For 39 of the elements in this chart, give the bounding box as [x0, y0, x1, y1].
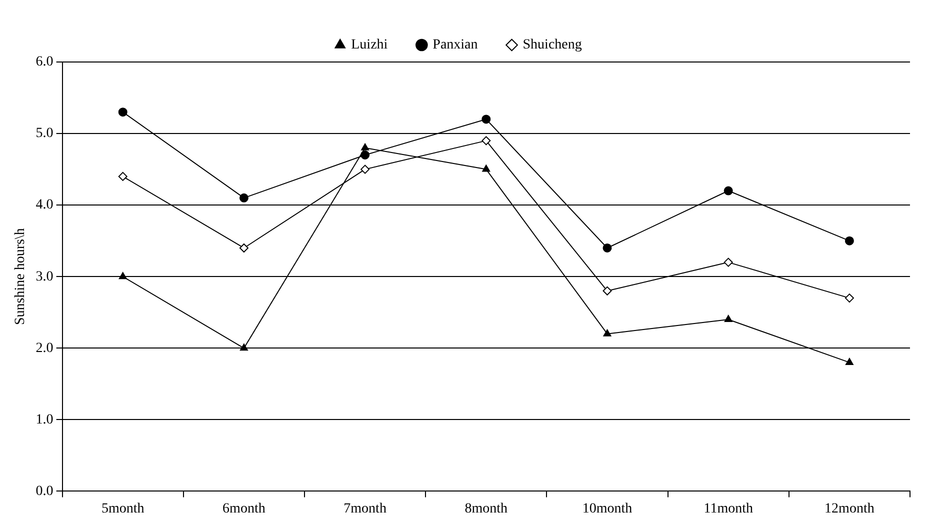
point	[724, 258, 733, 267]
point	[482, 164, 490, 172]
point	[844, 236, 854, 246]
point	[845, 358, 854, 365]
x-tick-label: 5month	[101, 501, 144, 516]
y-tick-label: 6.0	[36, 54, 54, 70]
point	[239, 243, 248, 252]
x-tick-label: 12month	[824, 501, 874, 516]
point	[361, 143, 370, 150]
point	[603, 329, 612, 336]
point	[844, 294, 854, 303]
point	[360, 164, 370, 174]
y-tick-label: 4.0	[36, 198, 54, 213]
point	[118, 108, 128, 117]
y-tick-label: 3.0	[36, 269, 54, 284]
point	[724, 186, 733, 196]
x-tick-label: 6month	[222, 501, 266, 516]
point	[602, 286, 612, 296]
point	[360, 150, 370, 160]
point	[482, 114, 491, 124]
x-tick-label: 10month	[582, 501, 632, 516]
point	[240, 344, 248, 351]
y-tick-label: 2.0	[36, 340, 54, 356]
point	[239, 193, 248, 202]
point	[724, 315, 732, 322]
y-tick-label: 1.0	[36, 412, 54, 428]
point	[482, 136, 491, 146]
x-tick-label: 7month	[344, 501, 386, 516]
legend-label: Panxian	[432, 38, 478, 53]
legend-label: Luizhi	[351, 38, 388, 53]
point	[602, 243, 612, 252]
y-tick-label: 0.0	[36, 484, 54, 499]
x-tick-label: 8month	[464, 501, 508, 516]
x-tick-label: 11month	[704, 501, 753, 516]
legend-label: Shuicheng	[522, 38, 582, 53]
point	[118, 272, 127, 280]
point	[118, 172, 128, 181]
y-tick-label: 5.0	[36, 126, 54, 142]
y-axis-title: Sunshine hours\h	[13, 228, 28, 326]
